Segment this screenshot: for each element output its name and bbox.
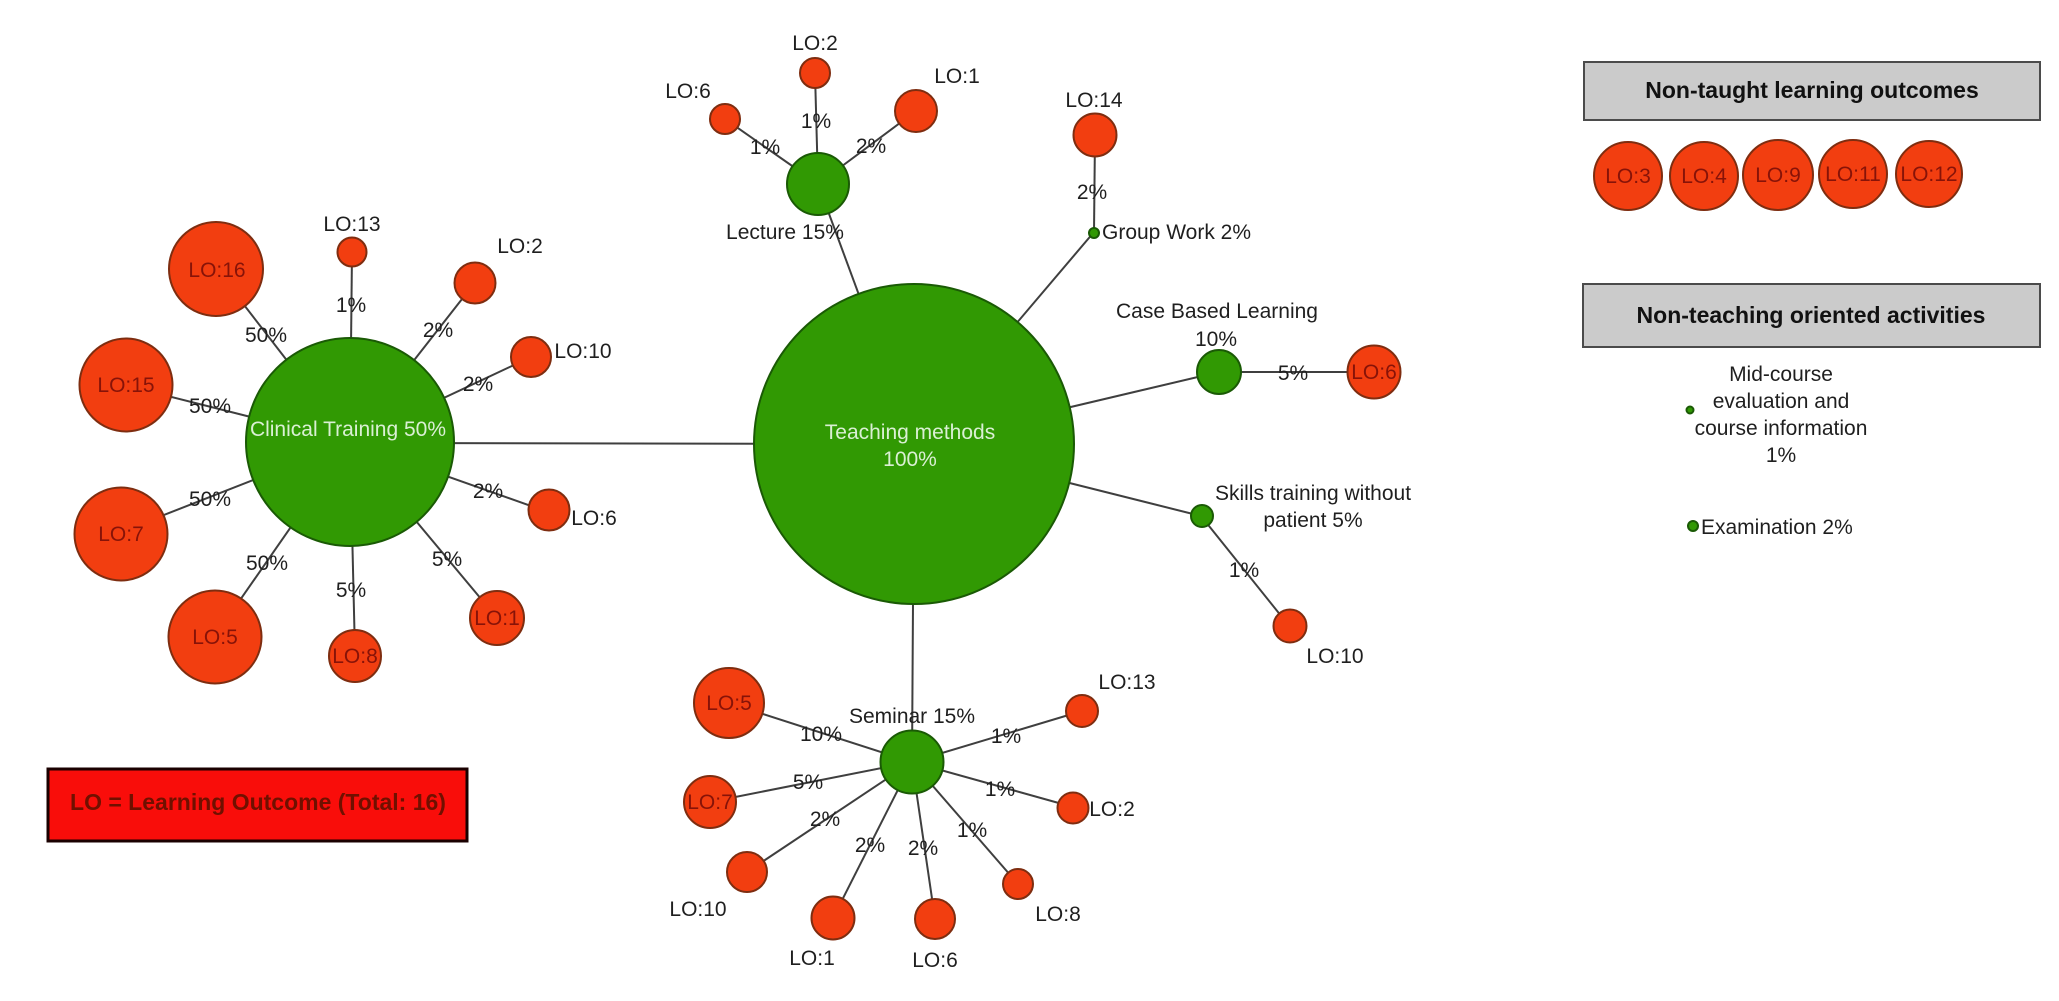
svg-text:LO:10: LO:10 (554, 340, 611, 363)
svg-text:LO:1: LO:1 (934, 65, 980, 88)
svg-text:Skills training without: Skills training without (1215, 482, 1411, 505)
svg-text:LO:13: LO:13 (1098, 671, 1155, 694)
svg-text:1%: 1% (957, 819, 987, 842)
svg-text:50%: 50% (245, 324, 287, 347)
svg-text:LO:6: LO:6 (665, 80, 711, 103)
svg-text:LO:10: LO:10 (669, 898, 726, 921)
svg-text:LO:9: LO:9 (1755, 164, 1801, 187)
svg-text:5%: 5% (432, 548, 462, 571)
svg-text:LO:7: LO:7 (687, 791, 733, 814)
svg-text:Examination 2%: Examination 2% (1701, 516, 1853, 539)
svg-text:Seminar 15%: Seminar 15% (849, 705, 975, 728)
svg-text:LO:2: LO:2 (1089, 798, 1135, 821)
svg-text:1%: 1% (801, 110, 831, 133)
svg-text:2%: 2% (856, 135, 886, 158)
svg-text:Clinical Training 50%: Clinical Training 50% (250, 418, 446, 441)
svg-text:5%: 5% (793, 771, 823, 794)
svg-text:1%: 1% (750, 136, 780, 159)
svg-text:50%: 50% (246, 552, 288, 575)
svg-text:Group Work 2%: Group Work 2% (1102, 221, 1251, 244)
svg-text:LO = Learning Outcome (Total:: LO = Learning Outcome (Total: 16) (70, 789, 446, 815)
svg-text:LO:16: LO:16 (188, 259, 245, 282)
svg-text:2%: 2% (473, 480, 503, 503)
svg-text:LO:6: LO:6 (571, 507, 617, 530)
svg-text:Case Based Learning: Case Based Learning (1116, 300, 1318, 323)
svg-text:patient 5%: patient 5% (1263, 509, 1362, 532)
svg-text:2%: 2% (810, 808, 840, 831)
svg-text:100%: 100% (883, 448, 937, 471)
svg-text:5%: 5% (336, 579, 366, 602)
svg-text:Teaching methods: Teaching methods (825, 421, 995, 444)
svg-text:LO:11: LO:11 (1825, 163, 1881, 186)
svg-text:1%: 1% (985, 778, 1015, 801)
svg-text:LO:6: LO:6 (912, 949, 958, 972)
svg-text:5%: 5% (1278, 362, 1308, 385)
svg-text:2%: 2% (908, 837, 938, 860)
svg-text:LO:4: LO:4 (1681, 165, 1727, 188)
svg-text:50%: 50% (189, 395, 231, 418)
svg-text:1%: 1% (991, 725, 1021, 748)
svg-text:LO:1: LO:1 (474, 607, 520, 630)
svg-text:LO:13: LO:13 (323, 213, 380, 236)
svg-text:LO:10: LO:10 (1306, 645, 1363, 668)
svg-text:LO:1: LO:1 (789, 947, 835, 970)
svg-text:LO:6: LO:6 (1351, 361, 1397, 384)
svg-text:LO:5: LO:5 (192, 626, 238, 649)
svg-text:Mid-course: Mid-course (1729, 363, 1833, 386)
svg-text:2%: 2% (1077, 181, 1107, 204)
svg-text:50%: 50% (189, 488, 231, 511)
svg-text:LO:3: LO:3 (1605, 165, 1651, 188)
svg-text:LO:2: LO:2 (792, 32, 838, 55)
svg-text:1%: 1% (1229, 559, 1259, 582)
svg-text:evaluation and: evaluation and (1713, 390, 1850, 413)
svg-text:1%: 1% (1766, 444, 1796, 467)
svg-text:LO:12: LO:12 (1900, 163, 1957, 186)
svg-text:2%: 2% (855, 834, 885, 857)
svg-text:2%: 2% (463, 373, 493, 396)
svg-text:LO:14: LO:14 (1065, 89, 1123, 112)
svg-text:Lecture 15%: Lecture 15% (726, 221, 844, 244)
svg-text:LO:8: LO:8 (332, 645, 378, 668)
svg-text:2%: 2% (423, 319, 453, 342)
svg-text:10%: 10% (800, 723, 842, 746)
svg-text:course information: course information (1695, 417, 1868, 440)
svg-text:LO:15: LO:15 (97, 374, 154, 397)
svg-text:1%: 1% (336, 294, 366, 317)
svg-text:10%: 10% (1195, 328, 1237, 351)
svg-text:LO:7: LO:7 (98, 523, 144, 546)
svg-text:LO:8: LO:8 (1035, 903, 1081, 926)
svg-text:Non-taught learning outcomes: Non-taught learning outcomes (1645, 77, 1979, 103)
svg-text:LO:5: LO:5 (706, 692, 752, 715)
svg-text:LO:2: LO:2 (497, 235, 543, 258)
svg-text:Non-teaching oriented activiti: Non-teaching oriented activities (1637, 302, 1986, 328)
